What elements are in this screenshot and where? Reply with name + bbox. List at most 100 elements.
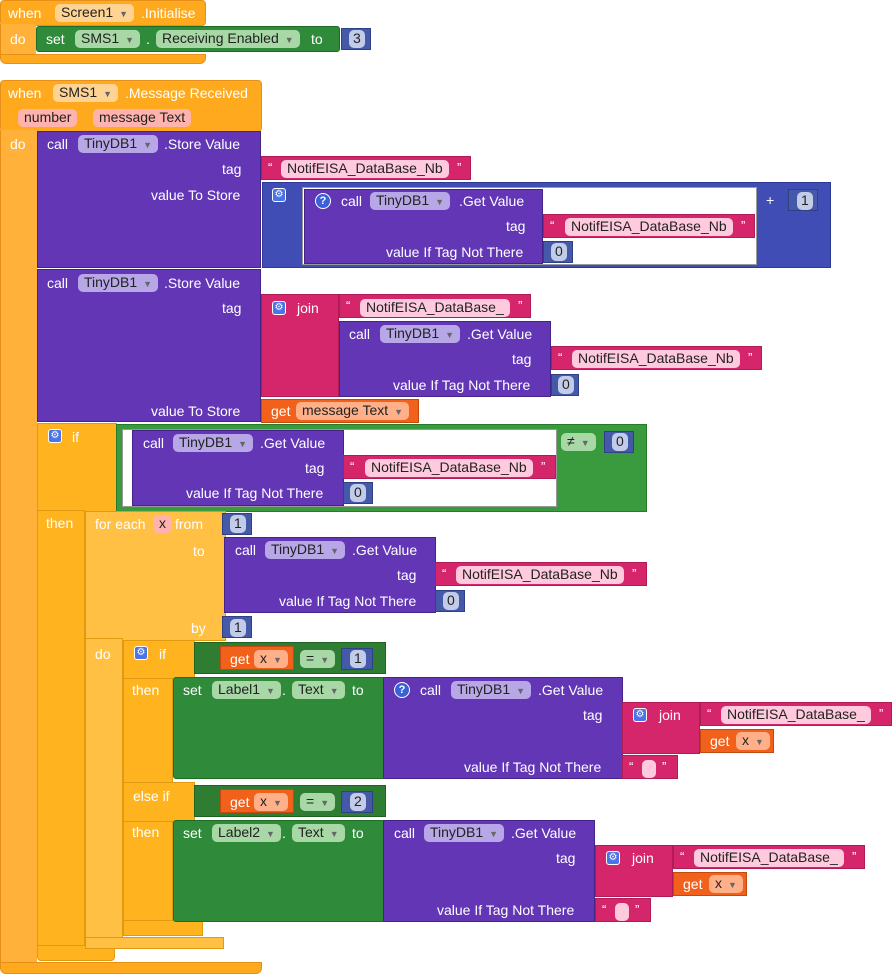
- text-value[interactable]: NotifEISA_DataBase_Nb: [365, 459, 533, 477]
- text-value[interactable]: NotifEISA_DataBase_Nb: [281, 160, 449, 178]
- param-message-text[interactable]: message Text: [93, 109, 192, 127]
- component-dropdown-tinydb1[interactable]: TinyDB1 ▼: [78, 274, 159, 292]
- dropdown-arrow-icon: ▼: [273, 798, 282, 808]
- component-dropdown-tinydb1[interactable]: TinyDB1 ▼: [78, 135, 159, 153]
- text-value[interactable]: NotifEISA_DataBase_: [360, 299, 510, 317]
- component-name: SMS1: [81, 30, 120, 46]
- component-dropdown-sms1[interactable]: SMS1 ▼: [75, 30, 141, 48]
- component-name: Label1: [218, 681, 261, 697]
- component-name: TinyDB1: [457, 681, 511, 697]
- close-quote: ”: [541, 459, 546, 474]
- if-label: if: [159, 646, 166, 662]
- open-quote: “: [680, 849, 685, 864]
- dropdown-arrow-icon: ▼: [330, 546, 340, 556]
- operator-dropdown-eq[interactable]: = ▼: [300, 650, 336, 668]
- text-value[interactable]: NotifEISA_DataBase_: [694, 849, 844, 867]
- plus-operator: +: [766, 192, 775, 208]
- property-dropdown-receiving[interactable]: Receiving Enabled ▼: [156, 30, 300, 48]
- number-value[interactable]: 1: [350, 650, 366, 668]
- text-value[interactable]: NotifEISA_DataBase_Nb: [456, 566, 624, 584]
- property-dropdown-text[interactable]: Text ▼: [292, 824, 345, 842]
- dropdown-arrow-icon: ▼: [489, 829, 499, 839]
- number-value[interactable]: 3: [349, 30, 365, 48]
- operator: =: [306, 650, 315, 666]
- gear-icon[interactable]: ⚙: [272, 188, 286, 202]
- text-value[interactable]: NotifEISA_DataBase_: [721, 706, 871, 724]
- question-icon[interactable]: ?: [394, 682, 410, 698]
- component-dropdown-tinydb1[interactable]: TinyDB1 ▼: [451, 681, 532, 699]
- number-value[interactable]: 2: [350, 793, 366, 811]
- component-dropdown-tinydb1[interactable]: TinyDB1 ▼: [424, 824, 505, 842]
- number-value[interactable]: 0: [612, 433, 628, 451]
- event-block-body: [0, 130, 37, 964]
- text-value[interactable]: NotifEISA_DataBase_Nb: [572, 350, 740, 368]
- value-to-store-label: value To Store: [151, 187, 241, 203]
- text-value[interactable]: NotifEISA_DataBase_Nb: [565, 218, 733, 236]
- value-if-tag-not-there-label: value If Tag Not There: [386, 244, 524, 260]
- variable-dropdown-message-text[interactable]: message Text ▼: [296, 402, 410, 420]
- number-value[interactable]: 1: [230, 619, 246, 637]
- dropdown-arrow-icon: ▼: [445, 330, 455, 340]
- dropdown-arrow-icon: ▼: [320, 655, 330, 665]
- component-name: TinyDB1: [271, 541, 325, 557]
- method-name: .Get Value: [538, 682, 604, 698]
- operator-dropdown-neq[interactable]: ≠ ▼: [561, 433, 596, 451]
- component-dropdown-label2[interactable]: Label2 ▼: [212, 824, 281, 842]
- param-number[interactable]: number: [18, 109, 78, 127]
- variable-dropdown-x[interactable]: x ▼: [736, 732, 770, 750]
- dropdown-arrow-icon: ▼: [143, 140, 153, 150]
- tag-label: tag: [305, 460, 325, 476]
- component-dropdown-screen1[interactable]: Screen1 ▼: [55, 4, 135, 22]
- component-dropdown-label1[interactable]: Label1 ▼: [212, 681, 281, 699]
- close-quote: ”: [879, 706, 884, 721]
- call-tinydb-store-value-block[interactable]: [37, 131, 261, 268]
- close-quote: ”: [632, 566, 637, 581]
- empty-text-value[interactable]: [642, 760, 656, 778]
- open-quote: “: [707, 706, 712, 721]
- event-name: .Initialise: [141, 5, 196, 21]
- loop-variable-x[interactable]: x: [153, 515, 172, 533]
- component-dropdown-sms1[interactable]: SMS1 ▼: [53, 84, 119, 102]
- join-block[interactable]: [261, 294, 339, 397]
- question-icon[interactable]: ?: [315, 193, 331, 209]
- variable-dropdown-x[interactable]: x ▼: [254, 650, 288, 668]
- gear-icon[interactable]: ⚙: [606, 851, 620, 865]
- number-value[interactable]: 1: [230, 515, 246, 533]
- component-dropdown-tinydb1[interactable]: TinyDB1 ▼: [265, 541, 346, 559]
- if-block-footer: [37, 945, 115, 961]
- component-dropdown-tinydb1[interactable]: TinyDB1 ▼: [173, 434, 254, 452]
- call-label: call: [235, 542, 257, 558]
- gear-icon[interactable]: ⚙: [48, 429, 62, 443]
- number-value[interactable]: 0: [558, 376, 574, 394]
- component-name: TinyDB1: [376, 192, 430, 208]
- from-label: from: [175, 516, 203, 532]
- operator: ≠: [567, 433, 575, 449]
- dot-label: .: [146, 31, 150, 47]
- component-name: Screen1: [61, 4, 114, 20]
- component-name: SMS1: [59, 84, 98, 100]
- component-name: TinyDB1: [84, 135, 138, 151]
- empty-text-value[interactable]: [615, 903, 629, 921]
- operator: =: [306, 793, 315, 809]
- if-label: if: [72, 429, 79, 445]
- variable-dropdown-x[interactable]: x ▼: [254, 793, 288, 811]
- number-value[interactable]: 0: [551, 243, 567, 261]
- dropdown-arrow-icon: ▼: [728, 880, 737, 890]
- component-dropdown-tinydb1[interactable]: TinyDB1 ▼: [370, 192, 451, 210]
- operator-dropdown-eq[interactable]: = ▼: [300, 793, 336, 811]
- join-label: join: [659, 707, 681, 723]
- number-value[interactable]: 0: [350, 484, 366, 502]
- close-quote: ”: [852, 849, 857, 864]
- call-tinydb-store-value-block[interactable]: [37, 269, 261, 422]
- number-value[interactable]: 0: [443, 592, 459, 610]
- gear-icon[interactable]: ⚙: [134, 646, 148, 660]
- component-dropdown-tinydb1[interactable]: TinyDB1 ▼: [380, 325, 461, 343]
- gear-icon[interactable]: ⚙: [633, 708, 647, 722]
- gear-icon[interactable]: ⚙: [272, 301, 286, 315]
- for-each-footer: [85, 937, 224, 949]
- component-name: TinyDB1: [84, 274, 138, 290]
- property-dropdown-text[interactable]: Text ▼: [292, 681, 345, 699]
- call-label: call: [47, 136, 69, 152]
- number-value[interactable]: 1: [797, 192, 813, 210]
- variable-dropdown-x[interactable]: x ▼: [709, 875, 743, 893]
